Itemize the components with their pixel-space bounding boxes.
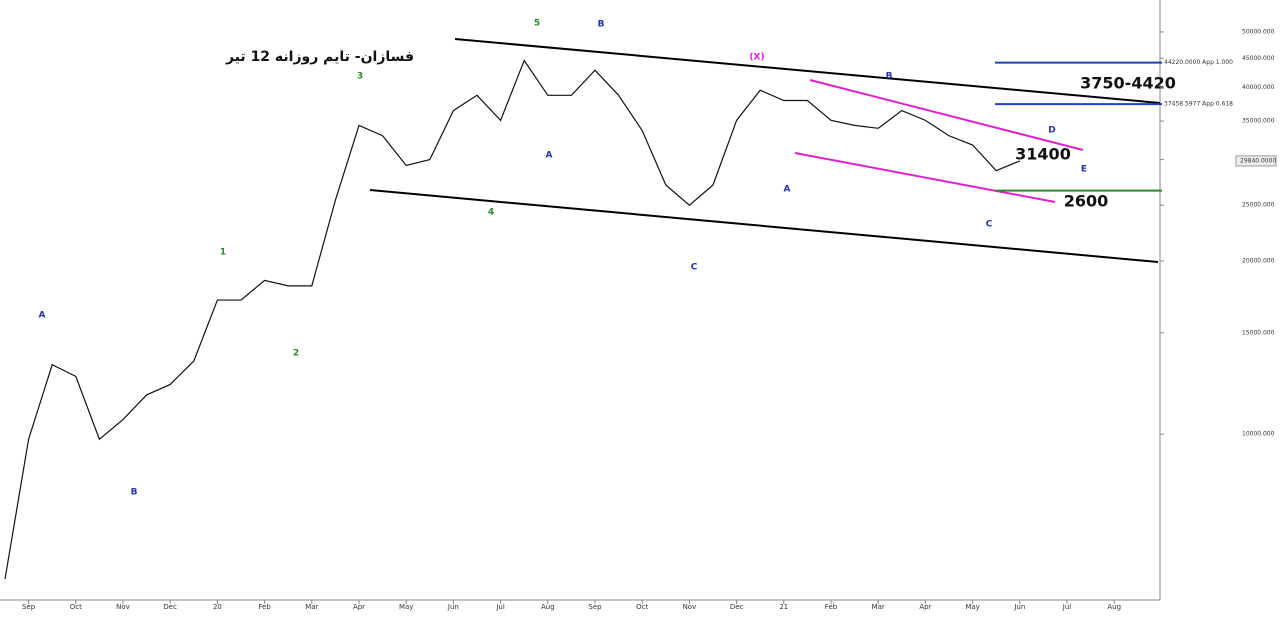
resistance-label: 31400 — [1015, 145, 1071, 164]
wave-label: D — [1048, 126, 1055, 136]
channel-line — [809, 79, 1084, 151]
x-tick-label: Oct — [70, 603, 82, 611]
x-tick-label: May — [965, 603, 979, 611]
x-tick-label: Aug — [541, 603, 555, 611]
wave-label: A — [546, 151, 553, 161]
x-tick-label: Nov — [116, 603, 130, 611]
price-line — [4, 59, 1021, 580]
wave-label: B — [131, 488, 138, 498]
level-label: 44220.0000 App 1.000 — [1164, 59, 1233, 66]
x-tick-label: Dec — [163, 603, 177, 611]
chart-title: فسازان- تایم روزانه 12 تیر — [225, 49, 414, 65]
y-tick-label: 10000.000 — [1242, 431, 1275, 438]
x-tick-label: Nov — [683, 603, 697, 611]
wave-label: C — [986, 220, 993, 230]
x-tick-label: Feb — [258, 603, 271, 611]
x-tick-label: 21 — [779, 603, 788, 611]
support-label: 2600 — [1064, 192, 1109, 211]
wave-label: E — [1081, 165, 1087, 175]
y-tick-label: 50000.000 — [1242, 28, 1275, 35]
x-tick-label: Sep — [588, 603, 602, 611]
x-tick-label: Feb — [825, 603, 838, 611]
wave-label: A — [39, 311, 46, 321]
wave-label: A — [784, 185, 791, 195]
x-tick-label: Sep — [22, 603, 36, 611]
wave-label: C — [691, 263, 698, 273]
x-tick-label: 20 — [213, 603, 222, 611]
x-tick-label: Apr — [353, 603, 365, 611]
y-tick-label: 20000.000 — [1242, 257, 1275, 264]
y-tick-label: 45000.000 — [1242, 55, 1275, 62]
x-tick-label: Aug — [1107, 603, 1121, 611]
x-tick-label: Jun — [447, 603, 459, 611]
x-tick-label: Jun — [1013, 603, 1025, 611]
x-tick-label: Apr — [919, 603, 931, 611]
wave-label: 4 — [488, 208, 494, 218]
wave-label: 2 — [293, 349, 299, 359]
x-tick-label: Mar — [305, 603, 318, 611]
last-price-label: 29840.0000 — [1240, 157, 1276, 164]
last-price-box — [1235, 155, 1277, 167]
wave-label: 5 — [534, 19, 540, 29]
wave-label: 1 — [220, 248, 226, 258]
wave-label: B — [886, 72, 893, 82]
wave-label: 3 — [357, 72, 363, 82]
x-tick-label: Jul — [1062, 603, 1072, 611]
trend-line — [369, 189, 1159, 263]
x-tick-label: May — [399, 603, 413, 611]
annotations: A B 1 2 3 4 5 B A C (X) B A C D E 3750-4… — [39, 19, 1176, 498]
channel-line — [794, 152, 1056, 203]
level-label: 37458.5977 App 0.618 — [1164, 101, 1233, 108]
y-tick-label: 35000.000 — [1242, 118, 1275, 125]
wave-label: B — [598, 20, 605, 30]
y-tick-label: 25000.000 — [1242, 202, 1275, 209]
y-tick-label: 40000.000 — [1242, 84, 1275, 91]
x-tick-label: Oct — [636, 603, 648, 611]
x-tick-label: Jul — [495, 603, 505, 611]
x-tick-label: Mar — [872, 603, 885, 611]
wave-label: (X) — [749, 53, 764, 63]
trend-line — [454, 38, 1161, 104]
y-tick-label: 15000.000 — [1242, 329, 1275, 336]
target-label: 3750-4420 — [1080, 74, 1176, 93]
x-tick-label: Dec — [730, 603, 744, 611]
